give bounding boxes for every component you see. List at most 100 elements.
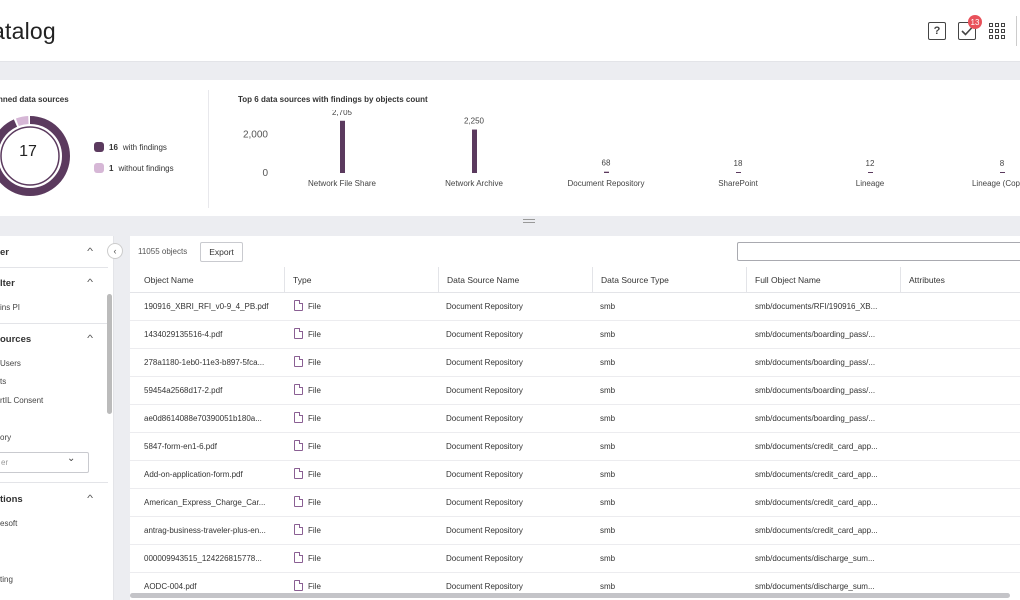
cell-data-source-name: Document Repository — [446, 526, 523, 535]
cell-full-object-name: smb/documents/discharge_sum... — [755, 582, 875, 591]
filter-option[interactable]: ting — [0, 575, 13, 584]
table-horizontal-scrollbar[interactable] — [130, 593, 1010, 598]
cell-object-name[interactable]: Add-on-application-form.pdf — [144, 470, 243, 479]
table-row[interactable]: ae0d8614088e70390051b180a... File Document… — [130, 405, 1020, 433]
filter-option[interactable]: ory — [0, 433, 12, 442]
filter-section-heading: ources — [0, 334, 32, 345]
table-row[interactable]: AODC-004.pdf File Document Repository smb sm… — [130, 573, 1020, 600]
cell-full-object-name: smb/documents/credit_card_app... — [755, 526, 878, 535]
file-icon — [294, 468, 303, 479]
cell-object-name[interactable]: AODC-004.pdf — [144, 582, 197, 591]
filter-dropdown-value: er — [1, 458, 9, 467]
bar — [472, 129, 477, 173]
chevron-up-icon[interactable]: ^ — [87, 246, 94, 256]
cell-data-source-type: smb — [600, 442, 616, 451]
column-header-attributes[interactable]: Attributes — [909, 275, 945, 285]
filter-option[interactable]: Users — [0, 359, 21, 368]
x-tick-label: Document Repository — [568, 179, 645, 188]
cell-data-source-type: smb — [600, 386, 616, 395]
chevron-up-icon[interactable]: ^ — [87, 333, 94, 343]
table-row[interactable]: 190916_XBRI_RFI_v0-9_4_PB.pdf File Documen… — [130, 293, 1020, 321]
panel-splitter-handle[interactable] — [512, 216, 546, 226]
filter-option[interactable]: esoft — [0, 519, 18, 528]
cell-object-name[interactable]: 59454a2568d17-2.pdf — [144, 386, 223, 395]
cell-object-name[interactable]: 190916_XBRI_RFI_v0-9_4_PB.pdf — [144, 302, 269, 311]
cell-object-name[interactable]: 5847-form-en1-6.pdf — [144, 442, 217, 451]
cell-object-name[interactable]: 1434029135516-4.pdf — [144, 330, 223, 339]
cell-full-object-name: smb/documents/boarding_pass/... — [755, 386, 876, 395]
column-header-data-source-name[interactable]: Data Source Name — [439, 267, 593, 293]
cell-data-source-type: smb — [600, 302, 616, 311]
filter-scrollbar[interactable] — [107, 294, 112, 414]
file-icon — [294, 384, 303, 395]
cell-object-name[interactable]: 278a1180-1eb0-11e3-b897-5fca... — [144, 358, 265, 367]
cell-data-source-name: Document Repository — [446, 414, 523, 423]
filter-option[interactable]: rtIL Consent — [0, 396, 44, 405]
cell-type: File — [308, 302, 321, 311]
cell-object-name[interactable]: ae0d8614088e70390051b180a... — [144, 414, 262, 423]
search-input[interactable] — [737, 242, 1020, 261]
summary-separator — [208, 90, 209, 208]
table-row[interactable]: Add-on-application-form.pdf File Document … — [130, 461, 1020, 489]
cell-data-source-type: smb — [600, 526, 616, 535]
donut-total: 17 — [19, 143, 37, 160]
cell-full-object-name: smb/documents/credit_card_app... — [755, 442, 878, 451]
cell-data-source-name: Document Repository — [446, 302, 523, 311]
cell-data-source-name: Document Repository — [446, 582, 523, 591]
cell-full-object-name: smb/documents/boarding_pass/... — [755, 330, 876, 339]
export-button[interactable]: Export — [200, 242, 243, 262]
filter-dropdown[interactable]: er ⌄ — [0, 452, 89, 473]
cell-data-source-type: smb — [600, 582, 616, 591]
table-row[interactable]: 59454a2568d17-2.pdf File Document Reposito… — [130, 377, 1020, 405]
table-row[interactable]: 000009943515_124226815778... File Document… — [130, 545, 1020, 573]
table-row[interactable]: American_Express_Charge_Car... File Docume… — [130, 489, 1020, 517]
filter-option[interactable]: ts — [0, 377, 7, 386]
cell-object-name[interactable]: 000009943515_124226815778... — [144, 554, 262, 563]
tasks-check-icon[interactable] — [958, 22, 976, 40]
filter-panel-title: er — [0, 247, 9, 258]
cell-type: File — [308, 498, 321, 507]
cell-full-object-name: smb/documents/RFI/190916_XB... — [755, 302, 878, 311]
cell-full-object-name: smb/documents/boarding_pass/... — [755, 414, 876, 423]
table-row[interactable]: 5847-form-en1-6.pdf File Document Reposito… — [130, 433, 1020, 461]
donut-slice-with-findings — [0, 116, 70, 196]
apps-grid-icon[interactable] — [988, 22, 1006, 40]
cell-data-source-type: smb — [600, 330, 616, 339]
legend-without-label: without findings — [118, 163, 174, 173]
column-header-full-object-name[interactable]: Full Object Name — [747, 267, 901, 293]
cell-data-source-name: Document Repository — [446, 386, 523, 395]
table-row[interactable]: antrag-business-traveler-plus-en... File D… — [130, 517, 1020, 545]
cell-object-name[interactable]: American_Express_Charge_Car... — [144, 498, 266, 507]
column-header-data-source-type[interactable]: Data Source Type — [593, 267, 747, 293]
column-header-object-name[interactable]: Object Name — [136, 267, 285, 293]
file-icon — [294, 552, 303, 563]
cell-object-name[interactable]: antrag-business-traveler-plus-en... — [144, 526, 266, 535]
legend-with-label: with findings — [122, 142, 167, 152]
chevron-up-icon[interactable]: ^ — [87, 493, 94, 503]
filter-divider — [0, 482, 108, 483]
cell-full-object-name: smb/documents/boarding_pass/... — [755, 358, 876, 367]
cell-data-source-type: smb — [600, 498, 616, 507]
cell-data-source-type: smb — [600, 470, 616, 479]
y-tick-label: 0 — [262, 168, 268, 179]
bar-value-label: 8 — [1000, 159, 1005, 168]
help-icon[interactable]: ? — [928, 22, 946, 40]
chevron-up-icon[interactable]: ^ — [87, 277, 94, 287]
filter-divider — [0, 323, 108, 324]
cell-data-source-name: Document Repository — [446, 498, 523, 507]
scanned-sources-title: nned data sources — [0, 95, 69, 104]
cell-data-source-name: Document Repository — [446, 442, 523, 451]
filter-panel: er ^ lter ^ ins PI ources ^ Users ts rtI… — [0, 236, 114, 600]
filter-option[interactable]: ins PI — [0, 303, 21, 312]
collapse-panel-button[interactable]: ‹ — [107, 243, 123, 259]
filter-divider — [0, 267, 108, 268]
legend-without-findings: 1 without findings — [94, 163, 174, 173]
table-row[interactable]: 278a1180-1eb0-11e3-b897-5fca... File Docum… — [130, 349, 1020, 377]
objects-table-area: 11055 objects Export Object Name Type Da… — [130, 236, 1020, 600]
cell-data-source-type: smb — [600, 414, 616, 423]
table-row[interactable]: 1434029135516-4.pdf File Document Reposito… — [130, 321, 1020, 349]
cell-full-object-name: smb/documents/credit_card_app... — [755, 470, 878, 479]
summary-card: nned data sources 17 16 with findings 1 … — [0, 80, 1020, 216]
legend-with-findings: 16 with findings — [94, 142, 167, 152]
column-header-type[interactable]: Type — [285, 267, 439, 293]
